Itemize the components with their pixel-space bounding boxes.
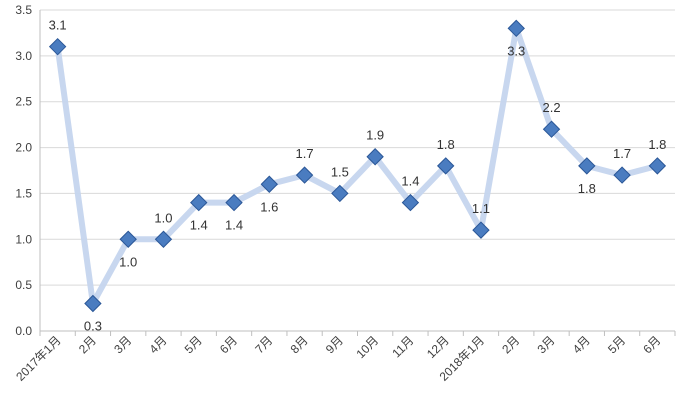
data-label: 3.1 bbox=[49, 18, 67, 33]
x-tick-label: 7月 bbox=[252, 333, 275, 356]
data-point-marker bbox=[613, 166, 631, 184]
data-label: 1.5 bbox=[331, 164, 349, 179]
data-point-marker bbox=[225, 193, 243, 212]
x-tick-label: 5月 bbox=[182, 333, 205, 356]
x-tick-label: 2月 bbox=[499, 333, 522, 356]
data-point-marker bbox=[436, 157, 455, 175]
x-tick-label: 6月 bbox=[217, 333, 240, 356]
x-tick-label: 4月 bbox=[146, 333, 169, 356]
x-tick-label: 3月 bbox=[111, 333, 134, 356]
data-label: 1.7 bbox=[296, 146, 314, 161]
data-point-marker bbox=[578, 157, 596, 175]
data-label: 1.8 bbox=[578, 181, 596, 196]
data-label: 1.0 bbox=[154, 210, 172, 225]
data-markers bbox=[48, 19, 667, 313]
y-tick-label: 1.0 bbox=[15, 232, 32, 246]
x-tick-label: 10月 bbox=[353, 333, 381, 361]
data-label: 0.3 bbox=[84, 318, 102, 333]
x-tick-label: 11月 bbox=[389, 333, 416, 360]
data-labels: 3.1 0.3 1.0 1.0 1.4 1.4 1.6 1.7 1.5 1.9 1.4 1.8 1.1 3… bbox=[49, 18, 667, 334]
data-point-marker bbox=[119, 230, 137, 248]
data-label: 3.3 bbox=[507, 43, 525, 58]
x-tick-label: 8月 bbox=[288, 333, 311, 356]
data-point-marker bbox=[366, 148, 384, 166]
data-point-marker bbox=[401, 193, 420, 212]
data-point-marker bbox=[295, 166, 314, 184]
data-label: 1.4 bbox=[225, 218, 243, 233]
x-tick-label: 2017年1月 bbox=[13, 333, 63, 383]
y-tick-label: 0.5 bbox=[15, 278, 32, 292]
data-point-marker bbox=[472, 221, 490, 239]
data-point-marker bbox=[331, 184, 349, 203]
data-point-marker bbox=[507, 19, 525, 38]
data-point-marker bbox=[542, 120, 561, 138]
x-tick-label: 9月 bbox=[323, 333, 346, 356]
data-point-marker bbox=[84, 294, 102, 313]
x-tick-label: 6月 bbox=[640, 333, 663, 356]
x-tick-label: 3月 bbox=[535, 333, 558, 356]
y-tick-label: 2.5 bbox=[15, 95, 32, 109]
data-label: 1.8 bbox=[437, 137, 455, 152]
data-label: 1.6 bbox=[260, 199, 278, 214]
y-tick-label: 0.0 bbox=[15, 324, 32, 338]
data-point-marker bbox=[190, 193, 208, 212]
series-line bbox=[54, 25, 661, 307]
series-line-path bbox=[54, 25, 661, 307]
data-label: 1.4 bbox=[190, 218, 208, 233]
x-tick-label: 2月 bbox=[76, 333, 99, 356]
gridlines bbox=[40, 9, 675, 332]
data-point-marker bbox=[260, 175, 279, 193]
data-label: 2.2 bbox=[542, 100, 560, 115]
x-tick-label: 12月 bbox=[424, 333, 452, 361]
data-label: 1.8 bbox=[648, 137, 666, 152]
y-tick-label: 1.5 bbox=[15, 186, 32, 200]
data-label: 1.7 bbox=[613, 146, 631, 161]
x-tick-label: 5月 bbox=[605, 333, 628, 356]
y-tick-label: 3.5 bbox=[15, 3, 32, 17]
data-point-marker bbox=[648, 157, 667, 175]
y-tick-label: 3.0 bbox=[15, 49, 32, 63]
data-label: 1.1 bbox=[472, 201, 490, 216]
x-tick-label: 4月 bbox=[570, 333, 593, 356]
y-axis-tick-labels: 0.0 0.5 1.0 1.5 2.0 2.5 3.0 3.5 bbox=[15, 3, 32, 338]
data-point-marker bbox=[154, 230, 173, 248]
axes bbox=[39, 10, 676, 336]
data-point-marker bbox=[48, 37, 67, 56]
data-label: 1.9 bbox=[366, 128, 384, 143]
y-tick-label: 2.0 bbox=[15, 141, 32, 155]
data-label: 1.0 bbox=[119, 254, 137, 269]
data-label: 1.4 bbox=[401, 174, 419, 189]
